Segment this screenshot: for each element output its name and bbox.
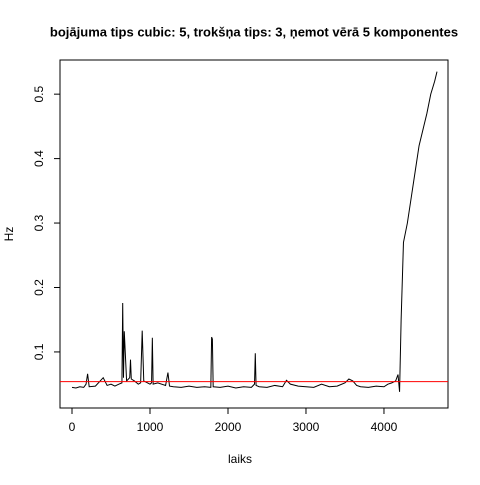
y-tick-label: 0.4 <box>32 150 46 167</box>
x-tick-label: 3000 <box>293 420 320 434</box>
plot-box <box>59 59 449 409</box>
data-line <box>71 71 438 392</box>
x-tick-label: 0 <box>69 420 76 434</box>
y-tick-label: 0.2 <box>32 279 46 296</box>
x-tick-label: 1000 <box>137 420 164 434</box>
x-tick-label: 4000 <box>371 420 398 434</box>
x-tick-label: 2000 <box>215 420 242 434</box>
x-axis-label: laiks <box>228 452 252 466</box>
chart-title: bojājuma tips cubic: 5, trokšņa tips: 3,… <box>50 24 458 39</box>
y-tick-label: 0.1 <box>32 343 46 360</box>
y-axis-label: Hz <box>2 227 16 242</box>
y-tick-label: 0.3 <box>32 214 46 231</box>
y-tick-label: 0.5 <box>32 85 46 102</box>
